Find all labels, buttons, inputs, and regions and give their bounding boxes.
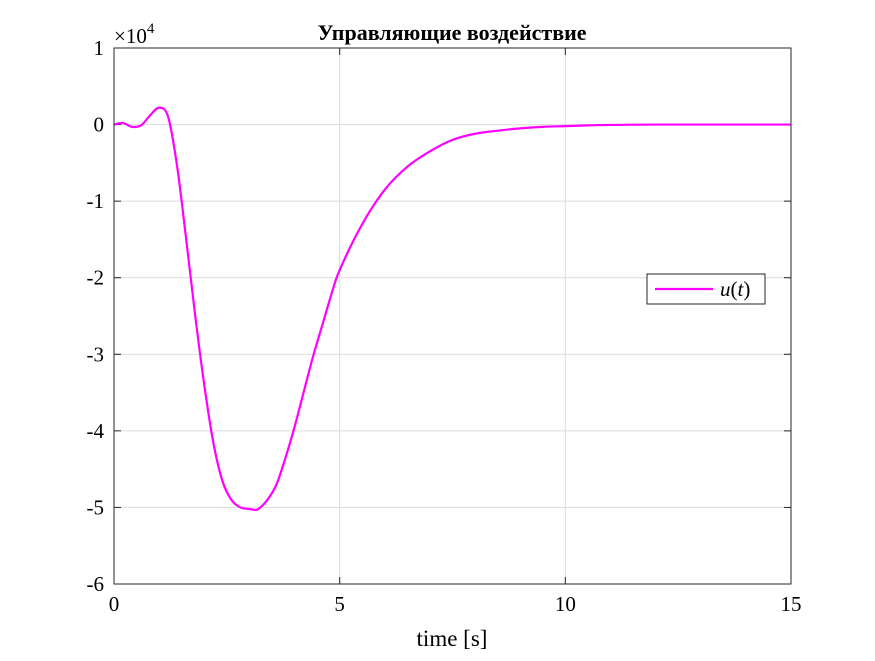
- x-tick-label: 5: [334, 592, 345, 616]
- legend-label-part: u: [720, 277, 731, 301]
- y-tick-label: -6: [87, 572, 105, 596]
- y-tick-label: 0: [94, 113, 105, 137]
- x-axis-label: time [s]: [417, 626, 488, 651]
- chart-title: Управляющие воздействие: [317, 20, 586, 45]
- x-tick-label: 10: [555, 592, 576, 616]
- x-tick-label: 0: [109, 592, 120, 616]
- legend-label-part: (: [731, 277, 738, 301]
- y-tick-label: 1: [94, 36, 105, 60]
- y-tick-label: -1: [87, 189, 105, 213]
- legend-label-part: t: [738, 277, 745, 301]
- y-multiplier-exponent: 4: [147, 21, 155, 37]
- plot-area: [114, 48, 791, 584]
- legend: u(t): [646, 273, 766, 305]
- y-multiplier-base: ×10: [114, 24, 147, 48]
- x-tick-labels: 0 5 10 15: [109, 592, 802, 616]
- legend-label-u: u(t): [720, 277, 750, 301]
- y-tick-label: -4: [87, 419, 105, 443]
- legend-label-part: ): [743, 277, 750, 301]
- y-multiplier: ×104: [114, 21, 155, 48]
- y-tick-label: -5: [87, 495, 105, 519]
- y-tick-label: -3: [87, 342, 105, 366]
- y-tick-labels: 1 0 -1 -2 -3 -4 -5 -6: [87, 36, 105, 596]
- plot-border: [113, 47, 792, 585]
- series-line-u: [113, 106, 791, 512]
- x-tick-label: 15: [781, 592, 802, 616]
- y-tick-label: -2: [87, 266, 105, 290]
